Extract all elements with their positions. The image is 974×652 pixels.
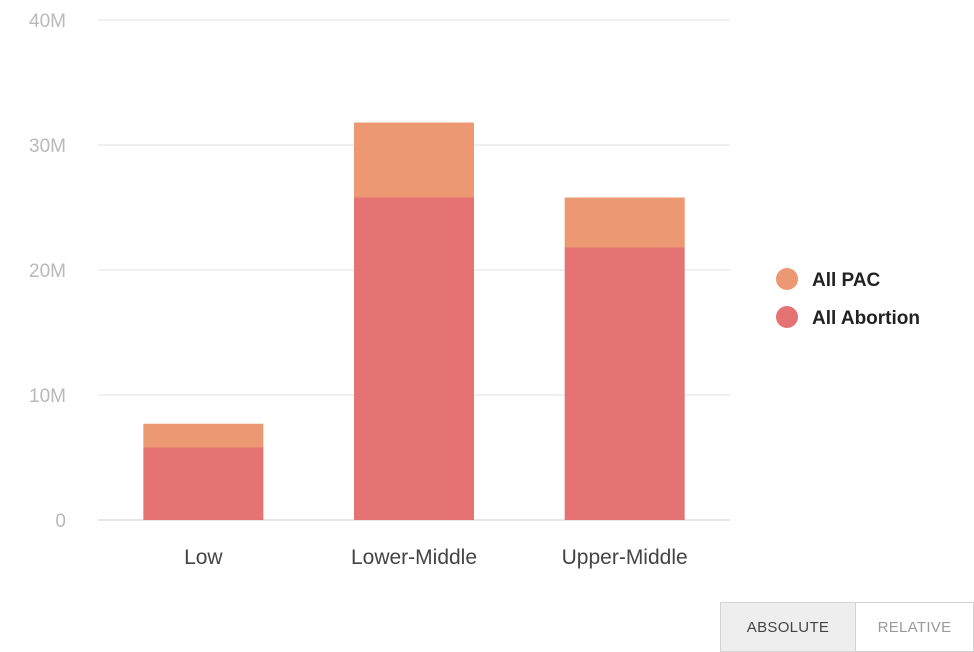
bar-all-abortion — [564, 247, 685, 520]
legend-marker — [776, 268, 798, 290]
bar-all-pac — [564, 197, 685, 248]
y-tick-label: 40M — [29, 11, 66, 32]
bar-all-pac — [143, 423, 264, 448]
bar-all-pac — [354, 122, 474, 198]
view-toggle: ABSOLUTE RELATIVE — [720, 602, 974, 652]
y-tick-label: 20M — [29, 261, 66, 282]
y-tick-label: 0 — [55, 511, 66, 532]
bar-all-abortion — [143, 447, 264, 520]
legend-label: All Abortion — [812, 308, 920, 329]
x-category-label: Low — [184, 546, 223, 569]
legend-label: All PAC — [812, 270, 881, 291]
y-tick-label: 30M — [29, 136, 66, 157]
x-category-label: Lower-Middle — [351, 546, 477, 569]
relative-button[interactable]: RELATIVE — [856, 602, 974, 652]
x-category-label: Upper-Middle — [562, 546, 688, 569]
legend-marker — [776, 306, 798, 328]
absolute-button[interactable]: ABSOLUTE — [720, 602, 856, 652]
y-tick-label: 10M — [29, 386, 66, 407]
bar-all-abortion — [354, 197, 474, 520]
